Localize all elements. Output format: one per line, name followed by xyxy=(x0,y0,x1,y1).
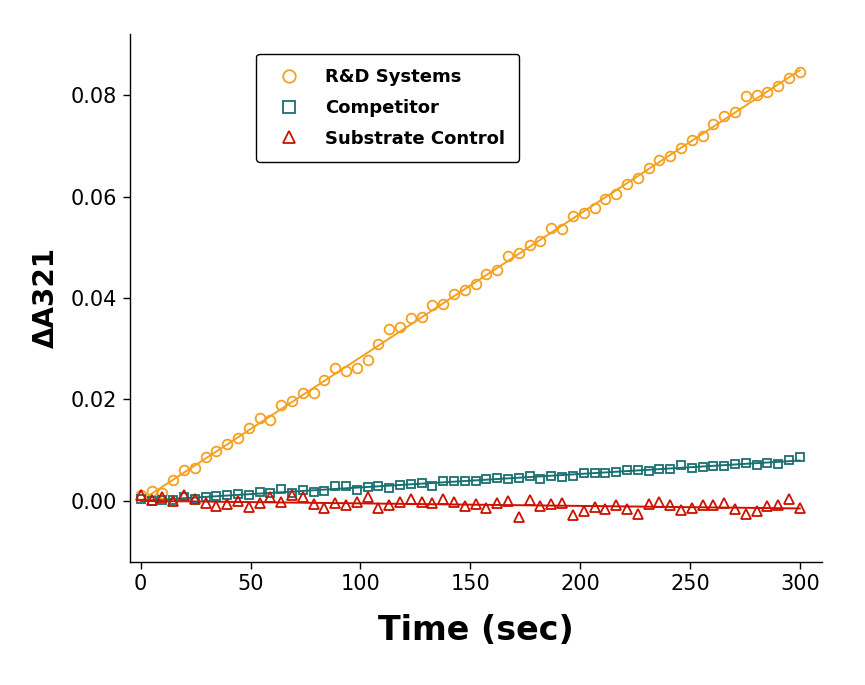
X-axis label: Time (sec): Time (sec) xyxy=(378,614,573,647)
Legend: R&D Systems, Competitor, Substrate Control: R&D Systems, Competitor, Substrate Contr… xyxy=(256,54,520,162)
Y-axis label: ΔA321: ΔA321 xyxy=(32,247,60,349)
